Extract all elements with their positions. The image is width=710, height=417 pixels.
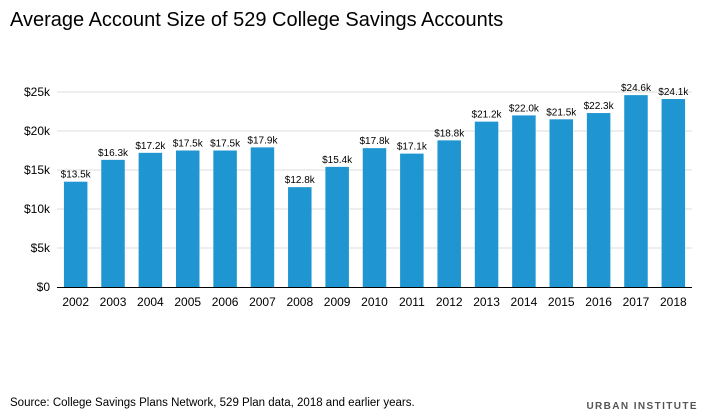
bar: [400, 153, 424, 287]
data-label: $13.5k: [61, 170, 92, 181]
y-tick-label: $10k: [24, 202, 51, 216]
x-tick-label: 2015: [548, 295, 575, 309]
bar: [512, 115, 536, 288]
bar: [213, 150, 237, 287]
bar: [474, 121, 499, 287]
x-tick-label: 2016: [585, 295, 612, 309]
x-axis: 2002 2003 2004 2005 2006 2007 2008 2009 2010 2011…: [57, 287, 692, 309]
bar: [586, 113, 611, 287]
source-note: Source: College Savings Plans Network, 5…: [10, 397, 415, 409]
bar: [175, 150, 200, 287]
data-label: $15.4k: [322, 155, 353, 166]
bar: [661, 99, 686, 288]
data-label: $17.1k: [397, 142, 428, 153]
x-tick-label: 2003: [100, 295, 127, 309]
bar: [101, 159, 125, 287]
data-label: $17.5k: [210, 139, 241, 150]
bar: [437, 140, 461, 287]
x-tick-label: 2011: [399, 295, 425, 309]
data-label: $22.3k: [584, 101, 615, 112]
bar: [250, 147, 275, 287]
y-axis: $0 $5k $10k $15k $20k $25k: [24, 85, 51, 294]
data-label: $18.8k: [434, 128, 465, 139]
x-tick-label: 2017: [623, 295, 650, 309]
data-label: $22.0k: [509, 103, 540, 114]
bar: [288, 187, 312, 287]
x-tick-label: 2018: [660, 295, 687, 309]
bar: [362, 148, 387, 287]
bar-chart: $13.5k $16.3k $17.2k $17.5k $17.5k $17.9k $12.…: [24, 83, 692, 309]
data-label: $24.1k: [658, 87, 689, 98]
data-label: $17.2k: [135, 141, 166, 152]
x-tick-label: 2005: [174, 295, 201, 309]
chart-title: Average Account Size of 529 College Savi…: [10, 9, 504, 31]
data-label: $21.5k: [546, 107, 577, 118]
bars: [63, 95, 686, 288]
x-tick-label: 2004: [137, 295, 164, 309]
x-tick-label: 2006: [212, 295, 239, 309]
data-labels: $13.5k $16.3k $17.2k $17.5k $17.5k $17.9k $12.…: [61, 83, 690, 186]
x-tick-label: 2008: [286, 295, 313, 309]
x-tick-label: 2013: [473, 295, 500, 309]
x-tick-label: 2007: [249, 295, 276, 309]
data-label: $17.5k: [173, 139, 204, 150]
y-tick-label: $25k: [24, 85, 51, 99]
data-label: $21.2k: [472, 110, 503, 121]
data-label: $12.8k: [285, 175, 316, 186]
data-label: $17.9k: [247, 135, 278, 146]
y-tick-label: $20k: [24, 124, 51, 138]
bar: [138, 152, 163, 287]
x-tick-label: 2014: [511, 295, 538, 309]
y-tick-label: $15k: [24, 163, 51, 177]
bar: [325, 166, 349, 287]
y-tick-label: $5k: [31, 241, 51, 255]
data-label: $16.3k: [98, 148, 129, 159]
bar: [624, 95, 648, 288]
bar: [63, 181, 88, 287]
brand-logo: URBAN INSTITUTE: [586, 401, 698, 412]
bar: [549, 119, 574, 287]
data-label: $17.8k: [359, 136, 390, 147]
x-tick-label: 2010: [361, 295, 388, 309]
data-label: $24.6k: [621, 83, 652, 94]
y-tick-label: $0: [37, 280, 51, 294]
x-tick-label: 2002: [62, 295, 89, 309]
x-tick-label: 2012: [436, 295, 463, 309]
x-tick-label: 2009: [324, 295, 351, 309]
